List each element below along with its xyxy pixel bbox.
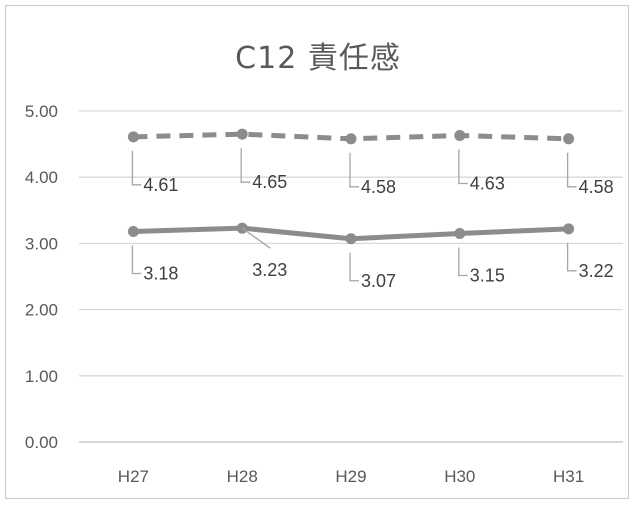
leader-line (458, 149, 468, 185)
y-tick-label: 3.00 (25, 234, 58, 253)
data-point (563, 223, 575, 235)
data-labels: 4.61 4.65 4.58 4.63 4.58 3.18 3.23 3.07 3.15 3.22 (131, 148, 614, 291)
y-tick-label: 2.00 (25, 301, 58, 320)
y-tick-label: 5.00 (25, 102, 58, 121)
chart-frame (5, 5, 629, 499)
series-group (127, 128, 575, 245)
leader-line (349, 252, 359, 282)
leader-line (241, 227, 271, 249)
data-label: 3.22 (579, 261, 614, 281)
y-tick-label: 4.00 (25, 168, 58, 187)
y-tick-label: 0.00 (25, 433, 58, 452)
data-label: 4.58 (361, 177, 396, 197)
data-label: 4.65 (252, 172, 287, 192)
x-tick-label: H30 (444, 467, 475, 486)
data-point (236, 128, 248, 140)
data-point (345, 133, 357, 145)
data-point (454, 129, 466, 141)
x-tick-label: H29 (335, 467, 366, 486)
gridlines (79, 110, 623, 443)
leader-line (131, 245, 142, 275)
leader-line (566, 152, 577, 188)
data-label: 3.15 (470, 265, 505, 285)
data-point (345, 233, 357, 245)
x-axis: H27 H28 H29 H30 H31 (118, 467, 584, 486)
y-tick-label: 1.00 (25, 367, 58, 386)
data-label: 3.23 (252, 260, 287, 280)
x-tick-label: H27 (118, 467, 149, 486)
leader-line (458, 247, 468, 277)
leader-line (131, 150, 142, 186)
data-point (127, 225, 139, 237)
data-point (127, 131, 139, 143)
data-point (563, 133, 575, 145)
y-axis: 0.00 1.00 2.00 3.00 4.00 5.00 (25, 102, 58, 452)
leader-line (566, 242, 577, 272)
x-tick-label: H28 (227, 467, 258, 486)
data-label: 4.58 (579, 177, 614, 197)
data-label: 3.07 (361, 271, 396, 291)
x-tick-label: H31 (553, 467, 584, 486)
data-label: 3.18 (143, 263, 178, 283)
data-label: 4.63 (470, 173, 505, 193)
leader-line (240, 148, 251, 183)
chart-title: C12 責任感 (235, 41, 401, 76)
data-point (454, 227, 466, 239)
leader-line (349, 152, 359, 188)
data-label: 4.61 (143, 175, 178, 195)
